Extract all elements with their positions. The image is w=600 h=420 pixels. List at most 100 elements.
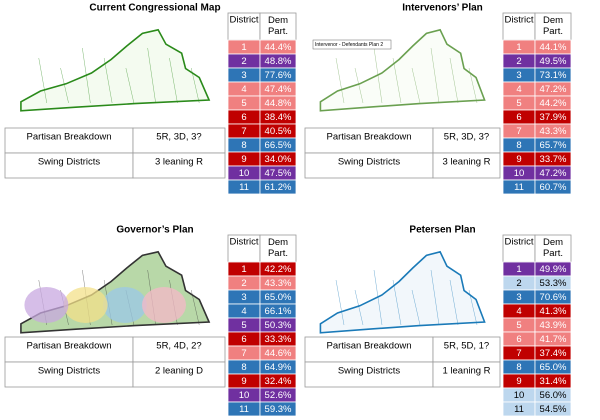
- map-line: [103, 57, 113, 104]
- map-line: [468, 67, 478, 104]
- district-number: 8: [241, 140, 246, 151]
- dem-share: 37.4%: [540, 348, 567, 359]
- district-number: 1: [241, 264, 246, 275]
- column-header: Dem Part.: [543, 237, 563, 259]
- map-line: [354, 289, 364, 326]
- dem-share: 52.6%: [265, 390, 292, 401]
- column-header: District: [229, 15, 258, 26]
- column-header: Dem Part.: [268, 15, 288, 37]
- district-number: 8: [516, 362, 521, 373]
- column-header: District: [504, 237, 533, 248]
- map-line: [335, 57, 345, 104]
- district-number: 3: [241, 292, 246, 303]
- district-number: 2: [241, 278, 246, 289]
- map-line: [335, 279, 345, 326]
- map-line: [190, 289, 200, 326]
- district-number: 8: [241, 362, 246, 373]
- map-region: [142, 287, 186, 323]
- map-line: [82, 47, 91, 104]
- dem-share: 50.3%: [265, 320, 292, 331]
- table-cell: [502, 12, 536, 41]
- row-label: Swing Districts: [338, 366, 401, 377]
- panel-title: Governor’s Plan: [116, 225, 193, 236]
- table-cell: [132, 361, 226, 388]
- map-label: Intervenor - Defendants Plan 2: [315, 42, 383, 48]
- dem-share: 47.2%: [540, 168, 567, 179]
- table-cell: [304, 152, 434, 179]
- row-value: 5R, 4D, 2?: [156, 341, 201, 352]
- row-label: Partisan Breakdown: [26, 132, 111, 143]
- dem-share: 43.9%: [540, 320, 567, 331]
- row-label: Swing Districts: [338, 157, 401, 168]
- map-line: [354, 67, 364, 104]
- dem-share: 64.9%: [265, 362, 292, 373]
- map-shape: [319, 250, 486, 334]
- district-number: 7: [241, 126, 246, 137]
- row-value: 3 leaning R: [155, 157, 203, 168]
- district-number: 4: [241, 306, 246, 317]
- district-number: 6: [241, 334, 246, 345]
- dem-share: 37.9%: [540, 112, 567, 123]
- dem-share: 53.3%: [540, 278, 567, 289]
- district-number: 1: [516, 264, 521, 275]
- district-number: 10: [514, 168, 525, 179]
- map-line: [169, 57, 178, 104]
- district-number: 7: [516, 126, 521, 137]
- district-number: 10: [239, 390, 250, 401]
- dem-share: 40.5%: [265, 126, 292, 137]
- district-number: 2: [516, 278, 521, 289]
- dem-share: 42.2%: [265, 264, 292, 275]
- dem-share: 34.0%: [265, 154, 292, 165]
- row-label: Partisan Breakdown: [326, 132, 411, 143]
- district-number: 9: [241, 376, 246, 387]
- district-number: 5: [516, 320, 521, 331]
- map-line: [147, 47, 156, 104]
- panel: Current Congressional Map Partisan Breakd…: [4, 3, 297, 195]
- dem-share: 38.4%: [265, 112, 292, 123]
- dem-share: 44.2%: [540, 98, 567, 109]
- dem-share: 70.6%: [540, 292, 567, 303]
- map-shape: [20, 28, 211, 112]
- map-line: [411, 67, 421, 104]
- dem-share: 54.5%: [540, 404, 567, 415]
- dem-share: 47.5%: [265, 168, 292, 179]
- dem-share: 66.1%: [265, 306, 292, 317]
- district-cell: [534, 401, 572, 417]
- table-cell: [259, 234, 297, 263]
- district-number: 6: [516, 334, 521, 345]
- dem-share: 56.0%: [540, 390, 567, 401]
- panel-title: Petersen Plan: [409, 225, 475, 236]
- district-number: 8: [516, 140, 521, 151]
- map-line: [60, 67, 69, 104]
- district-number: 5: [241, 320, 246, 331]
- map-shape: [319, 28, 486, 112]
- column-header: Dem Part.: [543, 15, 563, 37]
- dem-share: 33.3%: [265, 334, 292, 345]
- row-value: 3 leaning R: [442, 157, 490, 168]
- table-cell: [432, 127, 501, 154]
- map-line: [190, 67, 200, 104]
- dem-share: 65.0%: [540, 362, 567, 373]
- map-region: [63, 287, 108, 323]
- dem-share: 73.1%: [540, 70, 567, 81]
- district-number: 4: [241, 84, 246, 95]
- dem-share: 60.7%: [540, 182, 567, 193]
- dem-share: 65.0%: [265, 292, 292, 303]
- panel: Governor’s Plan Partisan Breakdown 5R, 4D,…: [4, 225, 297, 417]
- district-number: 9: [516, 154, 521, 165]
- dem-share: 49.9%: [540, 264, 567, 275]
- row-value: 5R, 3D, 3?: [444, 132, 489, 143]
- district-number: 9: [516, 376, 521, 387]
- district-number: 4: [516, 306, 521, 317]
- table-cell: [432, 152, 501, 179]
- map-line: [392, 279, 402, 326]
- district-number: 11: [514, 182, 524, 193]
- dem-share: 32.4%: [265, 376, 292, 387]
- dem-share: 47.4%: [265, 84, 292, 95]
- district-number: 1: [516, 42, 521, 53]
- table-cell: [259, 12, 297, 41]
- map-line: [373, 269, 383, 326]
- row-value: 5R, 5D, 1?: [444, 341, 489, 352]
- district-number: 3: [516, 292, 521, 303]
